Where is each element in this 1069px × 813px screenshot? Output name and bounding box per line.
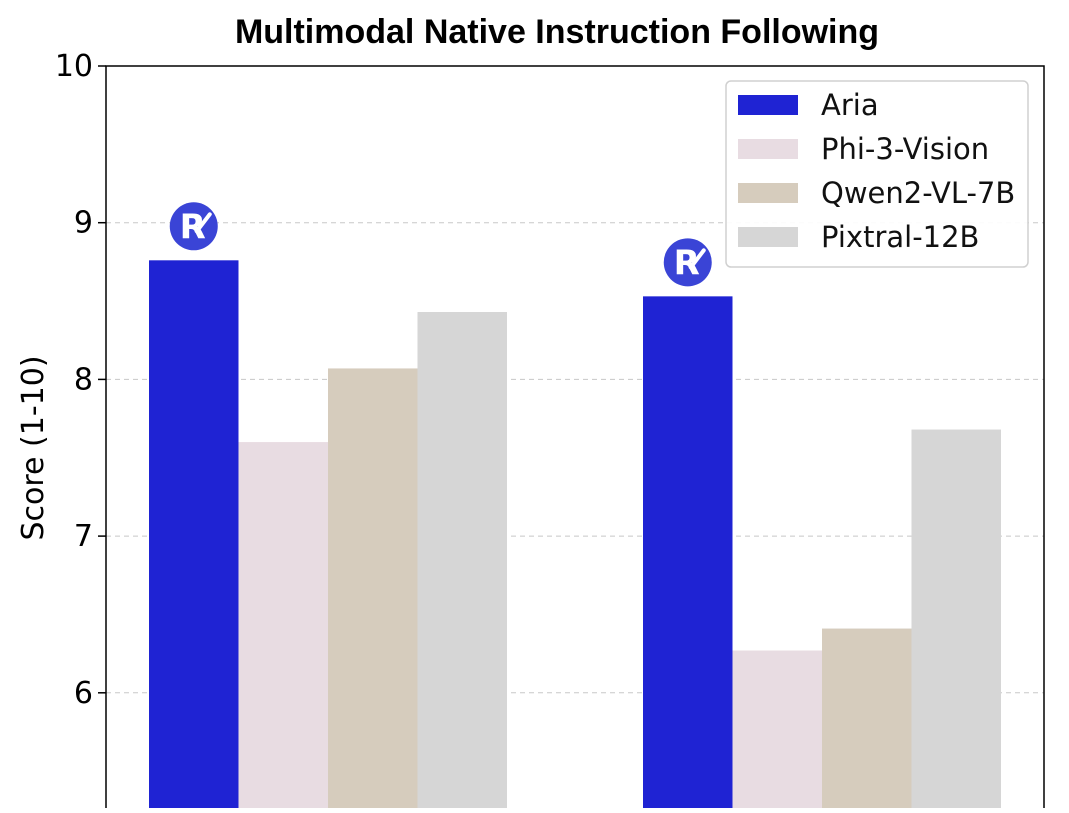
bar-aria-group-2 [643, 296, 733, 813]
bar-pixtral-12b-group-2 [911, 429, 1001, 813]
bar-phi-3-vision-group-2 [732, 650, 822, 813]
bar-qwen2-vl-7b-group-1 [328, 368, 418, 813]
legend-label: Pixtral-12B [821, 220, 979, 254]
legend-box [725, 80, 1029, 268]
y-axis-label: Score (1-10) [16, 355, 51, 540]
bar-pixtral-12b-group-1 [417, 312, 507, 813]
legend-swatch [738, 227, 798, 247]
aria-logo-icon: R [169, 202, 218, 251]
legend-swatch [738, 95, 798, 115]
bar-aria-group-1 [149, 260, 239, 813]
y-tick-label: 7 [74, 519, 93, 554]
bar-qwen2-vl-7b-group-2 [822, 628, 912, 813]
y-axis-ticks: 6 7 8 9 10 [55, 49, 106, 711]
legend: Aria Phi-3-Vision Qwen2-VL-7B Pixtral-12B [725, 80, 1029, 268]
bar-phi-3-vision-group-1 [238, 442, 328, 813]
y-tick-label: 9 [74, 206, 93, 241]
legend-label: Qwen2-VL-7B [821, 176, 1015, 210]
plot-frame [105, 65, 1045, 813]
y-tick-label: 10 [55, 49, 93, 84]
chart-title: Multimodal Native Instruction Following [235, 13, 879, 51]
y-tick-label: 6 [74, 676, 93, 711]
legend-label: Aria [821, 88, 879, 122]
legend-swatch [738, 183, 798, 203]
bars [149, 260, 1001, 813]
y-tick-label: 8 [74, 362, 93, 397]
legend-label: Phi-3-Vision [821, 132, 989, 166]
logo-badges: RR [169, 202, 712, 287]
legend-swatch [738, 139, 798, 159]
aria-logo-icon: R [663, 238, 712, 287]
